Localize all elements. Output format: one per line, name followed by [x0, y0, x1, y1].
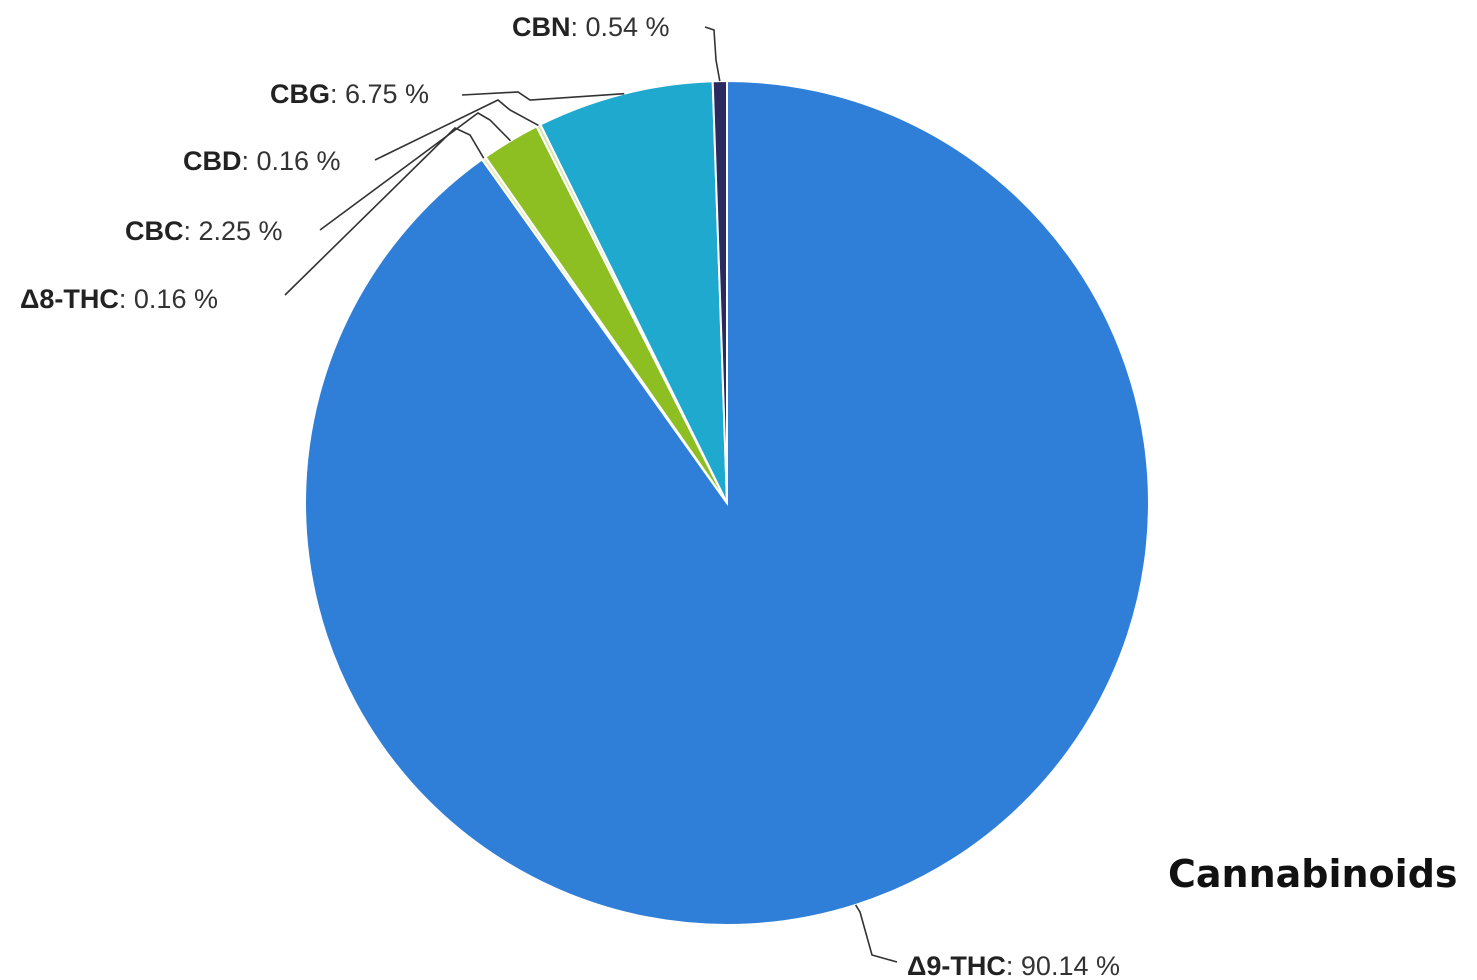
leader-line-1: [284, 127, 485, 296]
slice-label-5: CBN: 0.54 %: [512, 12, 670, 42]
leader-line-5: [704, 26, 721, 82]
leader-line-0: [854, 904, 898, 963]
slice-label-1: Δ8-THC: 0.16 %: [20, 284, 218, 314]
slice-label-2: CBC: 2.25 %: [125, 216, 283, 246]
pie-slices: [304, 79, 1150, 926]
pie-slice-4: [539, 80, 728, 504]
slice-labels: Δ9-THC: 90.14 % Δ8-THC: 0.16 % CBC: 2.25 %…: [20, 12, 1120, 980]
leader-line-4: [461, 91, 625, 101]
slice-label-3: CBD: 0.16 %: [183, 146, 341, 176]
leader-line-3: [374, 99, 539, 161]
slice-label-4: CBG: 6.75 %: [270, 79, 429, 109]
leader-lines: [284, 26, 898, 963]
leader-line-2: [319, 112, 512, 231]
slice-label-0: Δ9-THC: 90.14 %: [907, 951, 1120, 980]
chart-title: Cannabinoids: [1168, 852, 1458, 896]
